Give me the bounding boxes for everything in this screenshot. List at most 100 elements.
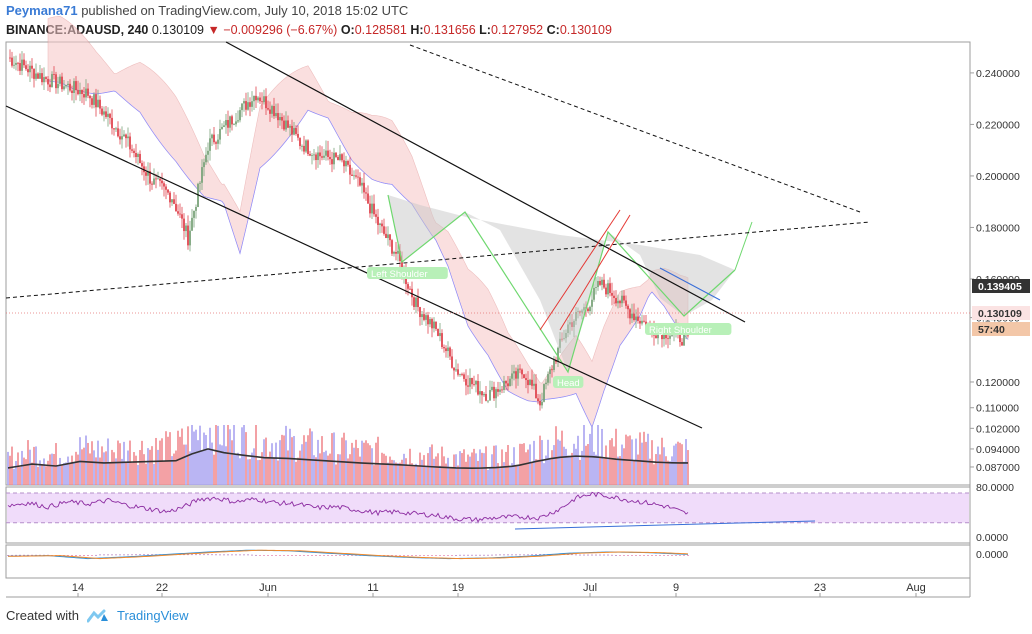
macd-histogram-bar <box>439 555 441 556</box>
candle-body <box>61 76 63 90</box>
candle-body <box>495 389 497 399</box>
volume-bar <box>683 461 685 485</box>
volume-bar <box>623 448 625 485</box>
volume-bar <box>495 445 497 485</box>
volume-bar <box>171 456 173 485</box>
macd-histogram-bar <box>603 554 605 556</box>
candle-body <box>341 154 343 161</box>
candle-body <box>489 390 491 401</box>
volume-bar <box>685 439 687 485</box>
volume-bar <box>441 446 443 485</box>
volume-bar <box>655 454 657 485</box>
volume-bar <box>497 463 499 485</box>
volume-bar <box>173 453 175 485</box>
macd-histogram-bar <box>347 555 349 556</box>
macd-histogram-bar <box>79 555 81 556</box>
macd-histogram-bar <box>651 555 653 556</box>
candle-body <box>245 101 247 110</box>
candle-body <box>547 374 549 383</box>
volume-bar <box>261 452 263 485</box>
candle-body <box>157 178 159 180</box>
candle-body <box>465 378 467 386</box>
macd-histogram-bar <box>327 555 329 556</box>
volume-bar <box>77 454 79 485</box>
volume-bar <box>639 432 641 485</box>
volume-bar <box>157 449 159 485</box>
volume-bar <box>95 457 97 485</box>
candle-body <box>441 333 443 348</box>
macd-tick-label: 0.0000 <box>976 549 1008 561</box>
volume-bar <box>515 464 517 485</box>
candle-body <box>229 116 231 128</box>
volume-bar <box>593 451 595 485</box>
macd-histogram-bar <box>647 555 649 556</box>
macd-histogram-bar <box>579 554 581 556</box>
volume-bar <box>525 452 527 485</box>
candle-body <box>407 284 409 289</box>
high-label: H: <box>410 23 424 37</box>
macd-histogram-bar <box>119 554 121 556</box>
candle-body <box>243 101 245 104</box>
candle-body <box>221 126 223 129</box>
volume-bar <box>55 443 57 485</box>
candle-body <box>307 140 309 155</box>
volume-bar <box>89 453 91 485</box>
candle-body <box>231 116 233 125</box>
macd-histogram-bar <box>451 555 453 556</box>
candle-body <box>185 225 187 232</box>
candle-body <box>271 106 273 114</box>
candle-body <box>27 69 29 73</box>
macd-histogram-bar <box>219 554 221 556</box>
tradingview-logo-icon <box>86 609 108 622</box>
macd-histogram-bar <box>267 555 269 556</box>
volume-bar <box>181 428 183 485</box>
candle-body <box>411 288 413 298</box>
volume-bar <box>213 454 215 485</box>
volume-bar <box>21 450 23 485</box>
volume-bar <box>43 458 45 485</box>
macd-histogram-bar <box>95 554 97 556</box>
volume-bar <box>85 435 87 485</box>
candle-body <box>451 356 453 368</box>
candle-body <box>297 133 299 138</box>
volume-bar <box>447 457 449 485</box>
candle-body <box>397 250 399 254</box>
volume-bar <box>527 449 529 485</box>
volume-bar <box>195 429 197 485</box>
candle-body <box>435 321 437 329</box>
volume-bar <box>565 448 567 485</box>
volume-bar <box>553 445 555 485</box>
candle-body <box>335 152 337 157</box>
red-trend-line-1 <box>539 209 621 331</box>
price-tick-label: 0.102000 <box>976 423 1020 435</box>
candle-body <box>253 95 255 102</box>
volume-bar <box>557 439 559 485</box>
volume-bar <box>63 462 65 485</box>
volume-bar <box>385 455 387 485</box>
macd-histogram-bar <box>23 554 25 556</box>
macd-histogram-bar <box>679 555 681 556</box>
volume-bar <box>289 428 291 485</box>
macd-histogram-bar <box>615 555 617 556</box>
volume-bar <box>255 425 257 485</box>
candle-body <box>23 59 25 66</box>
candle-body <box>661 331 663 340</box>
candle-body <box>93 94 95 105</box>
volume-bar <box>169 432 171 485</box>
author-name[interactable]: Peymana71 <box>6 3 78 18</box>
candle-body <box>261 101 263 103</box>
candle-body <box>375 214 377 217</box>
tradingview-brand[interactable]: TradingView <box>116 608 189 623</box>
volume-bar <box>231 440 233 485</box>
volume-bar <box>103 452 105 485</box>
macd-histogram-bar <box>91 555 93 556</box>
volume-bar <box>259 459 261 485</box>
volume-bar <box>127 450 129 485</box>
macd-histogram-bar <box>151 554 153 556</box>
volume-bar <box>235 454 237 485</box>
volume-bar <box>673 445 675 485</box>
candle-body <box>457 369 459 375</box>
candle-body <box>103 111 105 115</box>
volume-bar <box>71 455 73 485</box>
